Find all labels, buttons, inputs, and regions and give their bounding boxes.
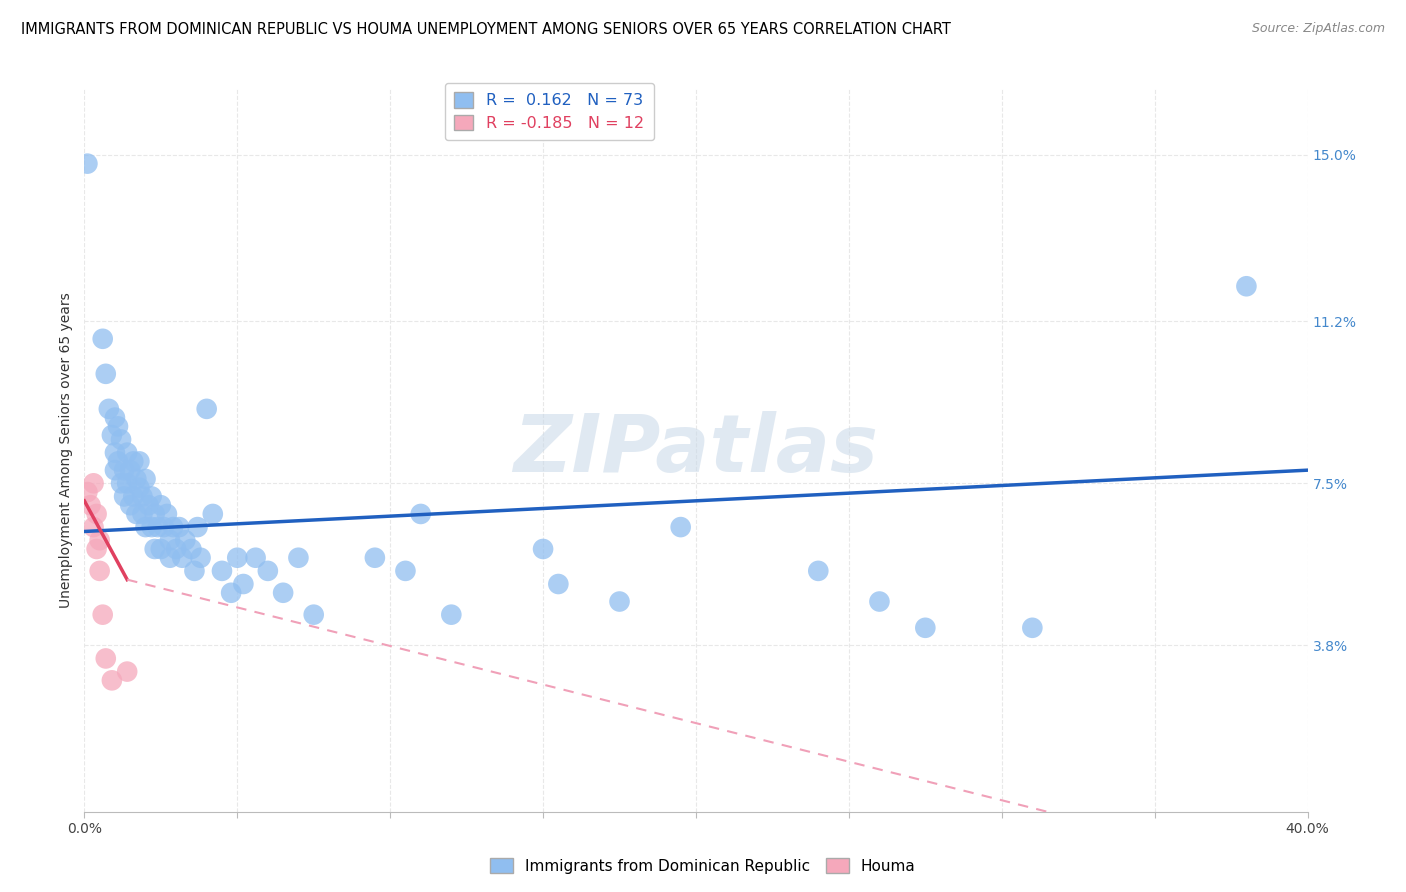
Point	[183, 564, 205, 578]
Point	[110, 476, 132, 491]
Point	[128, 481, 150, 495]
Point	[107, 419, 129, 434]
Point	[394, 564, 416, 578]
Legend: R =  0.162   N = 73, R = -0.185   N = 12: R = 0.162 N = 73, R = -0.185 N = 12	[444, 83, 654, 140]
Point	[112, 490, 135, 504]
Point	[143, 541, 166, 556]
Point	[115, 445, 138, 459]
Point	[531, 541, 554, 556]
Point	[302, 607, 325, 622]
Point	[609, 594, 631, 608]
Point	[146, 520, 169, 534]
Point	[156, 507, 179, 521]
Point	[104, 445, 127, 459]
Point	[1236, 279, 1258, 293]
Point	[159, 533, 181, 548]
Point	[172, 550, 194, 565]
Point	[76, 485, 98, 500]
Point	[138, 498, 160, 512]
Point	[112, 463, 135, 477]
Point	[186, 520, 208, 534]
Point	[115, 665, 138, 679]
Point	[174, 533, 197, 548]
Point	[219, 586, 242, 600]
Point	[869, 594, 891, 608]
Point	[107, 454, 129, 468]
Point	[79, 498, 101, 512]
Point	[180, 541, 202, 556]
Point	[97, 401, 120, 416]
Point	[128, 454, 150, 468]
Point	[86, 541, 108, 556]
Point	[201, 507, 224, 521]
Point	[94, 367, 117, 381]
Point	[86, 507, 108, 521]
Point	[914, 621, 936, 635]
Y-axis label: Unemployment Among Seniors over 65 years: Unemployment Among Seniors over 65 years	[59, 293, 73, 608]
Point	[110, 433, 132, 447]
Point	[122, 490, 145, 504]
Point	[135, 520, 157, 534]
Point	[287, 550, 309, 565]
Point	[1021, 621, 1043, 635]
Point	[135, 472, 157, 486]
Point	[125, 507, 148, 521]
Point	[101, 673, 124, 688]
Point	[807, 564, 830, 578]
Point	[91, 332, 114, 346]
Point	[232, 577, 254, 591]
Point	[440, 607, 463, 622]
Text: IMMIGRANTS FROM DOMINICAN REPUBLIC VS HOUMA UNEMPLOYMENT AMONG SENIORS OVER 65 Y: IMMIGRANTS FROM DOMINICAN REPUBLIC VS HO…	[21, 22, 950, 37]
Point	[165, 541, 187, 556]
Point	[120, 498, 142, 512]
Point	[89, 533, 111, 548]
Point	[89, 564, 111, 578]
Point	[409, 507, 432, 521]
Point	[131, 507, 153, 521]
Point	[83, 520, 105, 534]
Point	[162, 520, 184, 534]
Point	[271, 586, 294, 600]
Point	[125, 472, 148, 486]
Point	[122, 454, 145, 468]
Point	[104, 463, 127, 477]
Text: Source: ZipAtlas.com: Source: ZipAtlas.com	[1251, 22, 1385, 36]
Point	[190, 550, 212, 565]
Point	[669, 520, 692, 534]
Point	[211, 564, 233, 578]
Point	[94, 651, 117, 665]
Point	[101, 428, 124, 442]
Point	[364, 550, 387, 565]
Point	[131, 490, 153, 504]
Point	[226, 550, 249, 565]
Point	[245, 550, 267, 565]
Text: ZIPatlas: ZIPatlas	[513, 411, 879, 490]
Point	[76, 156, 98, 170]
Point	[104, 410, 127, 425]
Point	[143, 507, 166, 521]
Legend: Immigrants from Dominican Republic, Houma: Immigrants from Dominican Republic, Houm…	[484, 852, 922, 880]
Point	[153, 520, 176, 534]
Point	[195, 401, 218, 416]
Point	[167, 520, 190, 534]
Point	[149, 541, 172, 556]
Point	[547, 577, 569, 591]
Point	[141, 520, 163, 534]
Point	[257, 564, 280, 578]
Point	[120, 463, 142, 477]
Point	[159, 550, 181, 565]
Point	[115, 476, 138, 491]
Point	[141, 490, 163, 504]
Point	[149, 498, 172, 512]
Point	[83, 476, 105, 491]
Point	[91, 607, 114, 622]
